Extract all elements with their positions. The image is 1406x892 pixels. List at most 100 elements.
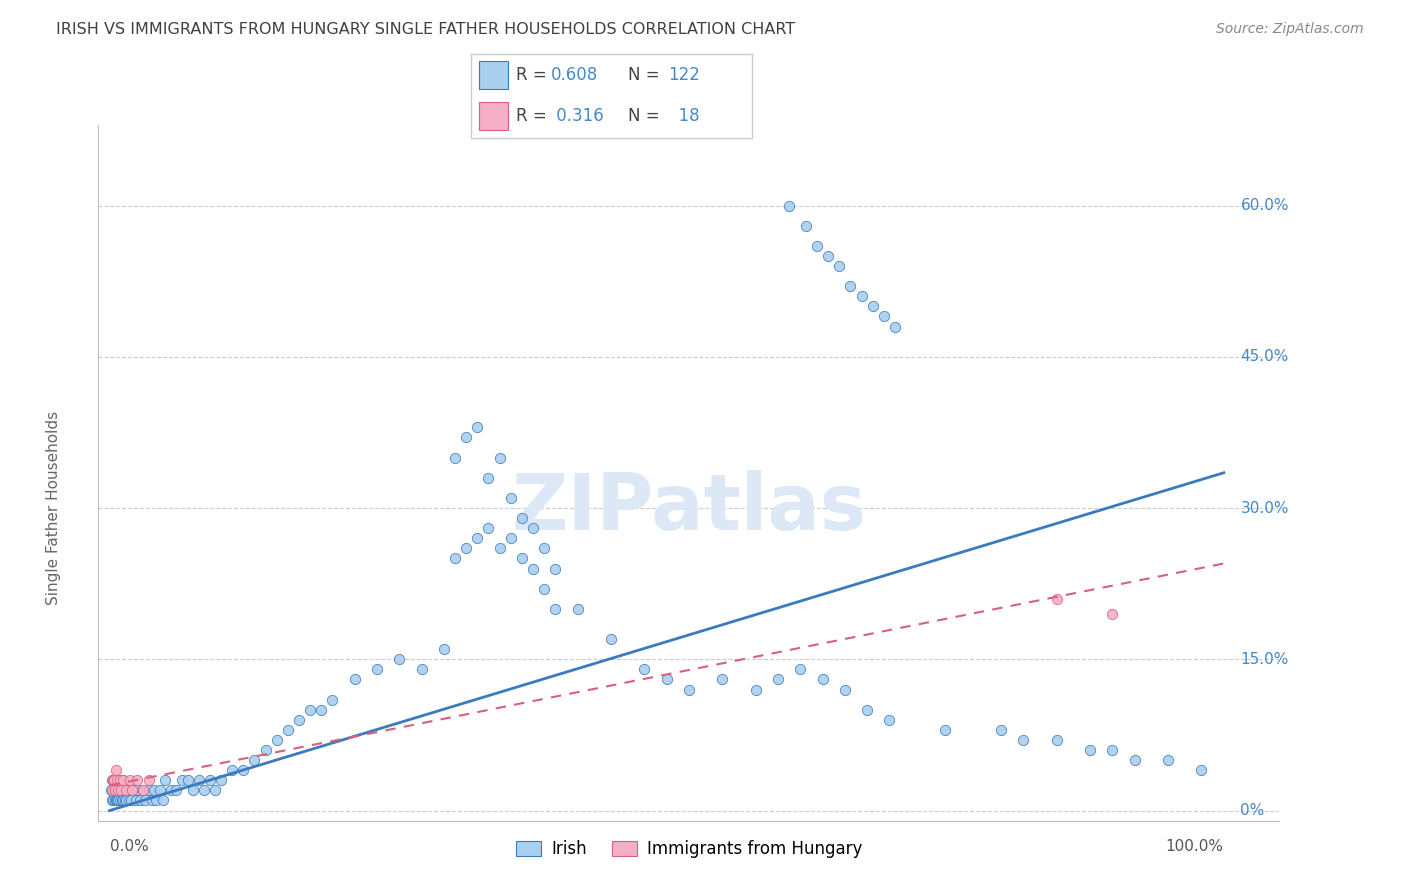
Point — [103, 773, 125, 788]
Point — [104, 793, 127, 807]
Point — [1191, 763, 1213, 777]
Point — [111, 783, 134, 797]
Point — [488, 541, 510, 556]
Point — [1046, 591, 1069, 606]
Text: 45.0%: 45.0% — [1240, 350, 1289, 364]
Point — [121, 783, 143, 797]
Point — [128, 793, 150, 807]
Point — [118, 783, 141, 797]
Point — [105, 773, 128, 788]
Point — [522, 521, 544, 535]
Point — [522, 561, 544, 575]
Point — [132, 783, 155, 797]
Point — [104, 783, 127, 797]
Point — [1078, 743, 1101, 757]
Text: Source: ZipAtlas.com: Source: ZipAtlas.com — [1216, 22, 1364, 37]
Point — [456, 430, 478, 444]
Point — [121, 783, 143, 797]
Text: N =: N = — [628, 107, 665, 125]
Point — [105, 773, 128, 788]
Point — [117, 783, 139, 797]
Point — [209, 773, 232, 788]
Text: IRISH VS IMMIGRANTS FROM HUNGARY SINGLE FATHER HOUSEHOLDS CORRELATION CHART: IRISH VS IMMIGRANTS FROM HUNGARY SINGLE … — [56, 22, 796, 37]
Point — [120, 793, 142, 807]
Point — [101, 793, 124, 807]
Point — [488, 450, 510, 465]
Point — [103, 783, 125, 797]
Point — [789, 662, 811, 676]
Point — [108, 793, 131, 807]
Point — [1046, 733, 1069, 747]
Text: 18: 18 — [668, 107, 699, 125]
Point — [122, 783, 145, 797]
Point — [1101, 743, 1123, 757]
Point — [862, 299, 884, 313]
Point — [1123, 753, 1146, 767]
Point — [115, 783, 138, 797]
Text: N =: N = — [628, 66, 665, 84]
Point — [105, 763, 128, 777]
Point — [711, 673, 734, 687]
Point — [510, 511, 533, 525]
Text: 122: 122 — [668, 66, 700, 84]
Point — [288, 713, 311, 727]
Point — [851, 289, 873, 303]
Point — [934, 723, 956, 737]
Point — [678, 682, 700, 697]
Point — [110, 783, 132, 797]
Text: 30.0%: 30.0% — [1240, 500, 1289, 516]
Point — [132, 783, 155, 797]
Point — [221, 763, 243, 777]
Point — [309, 703, 332, 717]
Point — [110, 783, 132, 797]
Point — [1012, 733, 1035, 747]
Point — [778, 198, 800, 212]
Point — [165, 783, 187, 797]
Point — [125, 793, 148, 807]
Point — [533, 582, 555, 596]
Point — [107, 783, 129, 797]
Point — [155, 773, 177, 788]
Point — [193, 783, 215, 797]
Point — [465, 531, 488, 545]
Point — [366, 662, 388, 676]
Point — [633, 662, 655, 676]
Point — [567, 602, 589, 616]
Point — [794, 219, 817, 233]
Text: 0.316: 0.316 — [551, 107, 605, 125]
Point — [834, 682, 856, 697]
Point — [811, 673, 834, 687]
Point — [105, 793, 128, 807]
Point — [101, 783, 124, 797]
Text: Single Father Households: Single Father Households — [46, 411, 62, 605]
Point — [817, 249, 839, 263]
Point — [544, 602, 567, 616]
Point — [299, 703, 322, 717]
Point — [254, 743, 277, 757]
Point — [101, 783, 124, 797]
Point — [107, 783, 129, 797]
Point — [544, 561, 567, 575]
Point — [187, 773, 209, 788]
Point — [806, 239, 828, 253]
Point — [112, 783, 135, 797]
Point — [465, 420, 488, 434]
Text: 0%: 0% — [1240, 803, 1265, 818]
Point — [444, 551, 467, 566]
Point — [105, 783, 128, 797]
Point — [856, 703, 879, 717]
Point — [170, 773, 193, 788]
Text: 0.0%: 0.0% — [110, 838, 148, 854]
Point — [745, 682, 768, 697]
Point — [243, 753, 266, 767]
Point — [103, 773, 125, 788]
Point — [828, 259, 851, 273]
Text: 100.0%: 100.0% — [1166, 838, 1223, 854]
Point — [499, 531, 522, 545]
Point — [411, 662, 433, 676]
Point — [118, 773, 141, 788]
Point — [101, 773, 124, 788]
Point — [510, 551, 533, 566]
Point — [115, 783, 138, 797]
Point — [145, 793, 167, 807]
